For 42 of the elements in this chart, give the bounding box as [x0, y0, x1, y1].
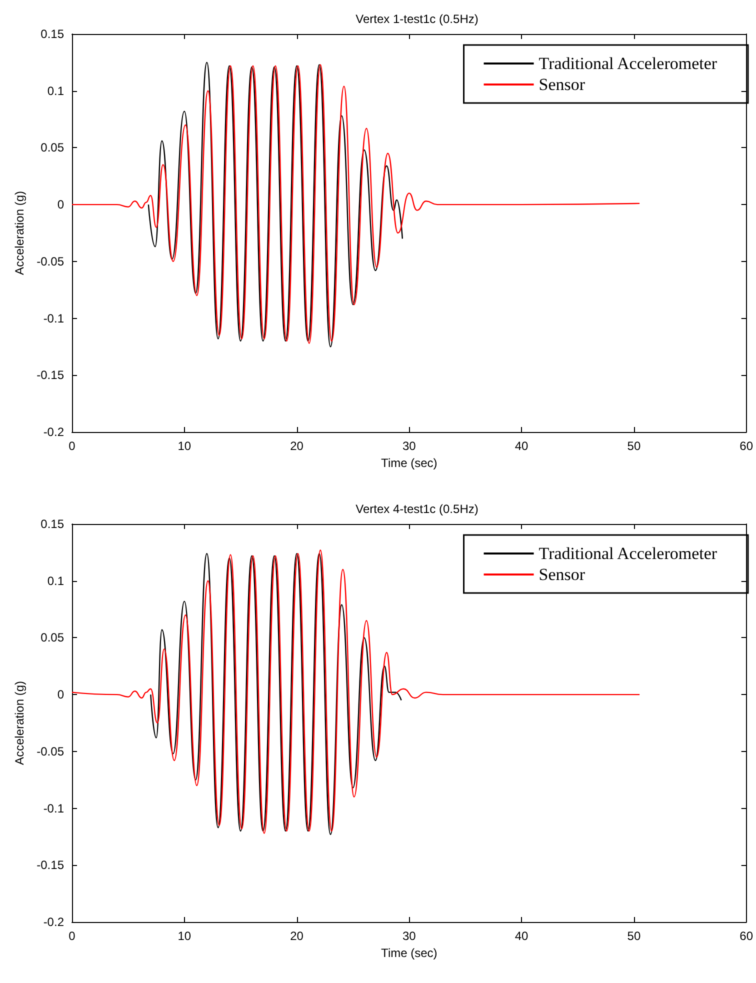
line-series	[148, 62, 404, 348]
y-axis-title: Acceleration (g)	[12, 190, 27, 276]
x-tick-label: 50	[627, 439, 641, 453]
x-tick-label: 60	[740, 929, 754, 943]
x-tick-label: 40	[514, 439, 529, 453]
x-tick-label: 40	[514, 929, 529, 943]
y-tick-label: -0.05	[36, 744, 64, 758]
y-tick-label: 0.1	[47, 574, 64, 588]
y-tick-label: 0.15	[40, 27, 64, 41]
y-tick-label: 0.15	[40, 517, 64, 531]
y-tick-label: -0.05	[36, 254, 64, 268]
y-tick-label: -0.2	[43, 915, 64, 929]
y-tick-label: 0.1	[47, 84, 64, 98]
x-tick-label: 10	[178, 439, 192, 453]
x-tick-label: 60	[740, 439, 754, 453]
legend-label: Traditional Accelerometer	[538, 54, 718, 73]
x-tick-label: 30	[402, 929, 416, 943]
x-tick-label: 0	[68, 929, 76, 943]
chart-title: Vertex 1-test1c (0.5Hz)	[356, 12, 478, 26]
legend-label: Traditional Accelerometer	[538, 544, 718, 563]
y-tick-label: 0	[57, 198, 64, 212]
legend-label: Sensor	[538, 75, 586, 94]
x-axis-title: Time (sec)	[381, 946, 438, 960]
y-tick-label: 0	[57, 688, 64, 702]
x-tick-label: 0	[68, 439, 76, 453]
line-series	[150, 552, 402, 836]
x-tick-label: 50	[627, 929, 641, 943]
legend-label: Sensor	[538, 565, 586, 584]
x-tick-label: 30	[402, 439, 416, 453]
x-axis-title: Time (sec)	[381, 456, 438, 470]
y-tick-label: -0.2	[43, 425, 64, 439]
y-tick-label: -0.1	[43, 311, 64, 326]
chart-title: Vertex 4-test1c (0.5Hz)	[356, 502, 478, 516]
y-tick-label: 0.05	[40, 630, 64, 645]
y-tick-label: 0.05	[40, 140, 64, 155]
y-tick-label: -0.15	[36, 368, 64, 382]
x-tick-label: 10	[178, 929, 192, 943]
x-tick-label: 20	[290, 439, 304, 453]
y-tick-label: -0.15	[36, 858, 64, 872]
y-axis-title: Acceleration (g)	[12, 680, 27, 766]
x-tick-label: 20	[290, 929, 304, 943]
y-tick-label: -0.1	[43, 801, 64, 816]
